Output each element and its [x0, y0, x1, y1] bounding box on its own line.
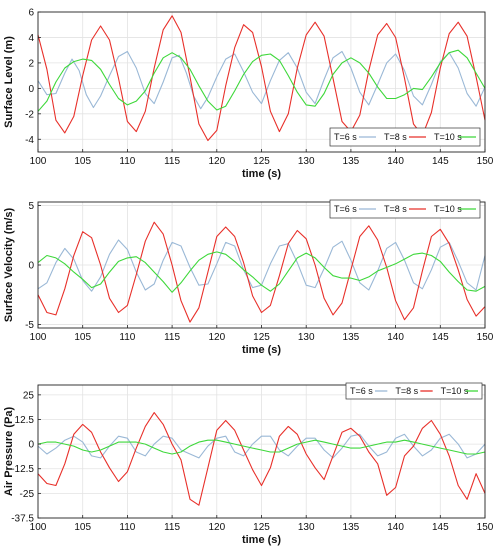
- x-tick-label: 110: [119, 156, 135, 167]
- y-tick-label: 0: [28, 84, 34, 95]
- y-tick-label: 4: [28, 33, 34, 44]
- x-tick-label: 110: [119, 332, 135, 343]
- x-tick-label: 100: [30, 332, 47, 343]
- series-line-t-6-s: [37, 50, 486, 110]
- x-tick-label: 140: [387, 522, 404, 533]
- x-tick-label: 105: [74, 522, 91, 533]
- y-tick-label: 0: [28, 440, 34, 451]
- y-tick-label: 12.5: [15, 415, 35, 426]
- x-tick-label: 120: [208, 156, 225, 167]
- x-tick-label: 125: [253, 156, 270, 167]
- legend-label-t-8-s: T=8 s: [384, 132, 407, 142]
- x-tick-label: 120: [208, 522, 225, 533]
- y-tick-label: -2: [25, 109, 34, 120]
- x-tick-label: 145: [432, 522, 449, 533]
- y-tick-label: -4: [25, 135, 34, 146]
- y-tick-label: -5: [25, 320, 34, 331]
- x-tick-label: 125: [253, 522, 270, 533]
- x-tick-label: 105: [74, 156, 91, 167]
- y-tick-label: 2: [28, 58, 34, 69]
- y-tick-label: 25: [23, 390, 35, 401]
- x-tick-label: 100: [30, 156, 47, 167]
- legend-label-t-6-s: T=6 s: [350, 386, 373, 396]
- legend: T=6 s T=8 s T=10 s: [345, 382, 483, 400]
- y-axis-label: Air Pressure (Pa): [3, 407, 15, 497]
- x-tick-label: 150: [477, 156, 494, 167]
- x-axis-label: time (s): [242, 168, 281, 180]
- x-tick-label: 125: [253, 332, 270, 343]
- legend-label-t-10-s: T=10 s: [434, 132, 462, 142]
- legend-label-t-8-s: T=8 s: [395, 386, 418, 396]
- series-line-t-6-s: [37, 433, 486, 459]
- x-axis-label: time (s): [242, 344, 281, 356]
- x-tick-label: 150: [477, 522, 494, 533]
- legend-box: [329, 199, 481, 219]
- x-tick-label: 110: [119, 522, 135, 533]
- x-tick-label: 135: [343, 156, 360, 167]
- series-line-t-10-s: [37, 251, 486, 293]
- series-line-t-10-s: [37, 49, 486, 112]
- y-tick-label: -25: [20, 489, 35, 500]
- x-tick-label: 140: [387, 156, 404, 167]
- legend-label-t-10-s: T=10 s: [434, 204, 462, 214]
- x-tick-label: 130: [298, 522, 315, 533]
- x-tick-label: 115: [164, 156, 180, 167]
- y-tick-label: 0: [28, 261, 34, 272]
- chart-panel-3: 100 105 110 115 120 125 130 135 140 145 150 25 12.5 0…: [3, 382, 494, 546]
- series-line-t-8-s: [37, 15, 486, 142]
- x-tick-label: 135: [343, 522, 360, 533]
- chart-panel-1: 100 105 110 115 120 125 130 135 140 145 150 6 4 2 0 -2 -…: [3, 8, 494, 181]
- legend-box: [345, 382, 483, 400]
- legend-label-t-6-s: T=6 s: [334, 204, 357, 214]
- x-tick-label: 115: [164, 332, 180, 343]
- x-axis-label: time (s): [242, 534, 281, 546]
- series-line-t-8-s: [37, 221, 486, 323]
- x-tick-label: 145: [432, 156, 449, 167]
- x-tick-label: 120: [208, 332, 225, 343]
- series-line-t-10-s: [37, 439, 486, 455]
- x-tick-label: 135: [343, 332, 360, 343]
- y-tick-label: 5: [28, 201, 34, 212]
- y-tick-label: -12.5: [11, 464, 34, 475]
- x-tick-label: 150: [477, 332, 494, 343]
- legend-label-t-10-s: T=10 s: [441, 386, 469, 396]
- y-axis-label: Surface Level (m): [3, 36, 15, 128]
- x-tick-label: 145: [432, 332, 449, 343]
- y-tick-label: 6: [28, 8, 34, 19]
- chart-panel-2: 100 105 110 115 120 125 130 135 140 145 150 5 0 -5 tim…: [3, 199, 494, 356]
- legend-label-t-8-s: T=8 s: [384, 204, 407, 214]
- x-tick-label: 140: [387, 332, 404, 343]
- x-tick-label: 115: [164, 522, 180, 533]
- y-tick-label: -37.5: [11, 514, 34, 525]
- legend: T=6 s T=8 s T=10 s: [329, 199, 481, 219]
- legend-box: [329, 127, 481, 147]
- x-tick-label: 105: [74, 332, 91, 343]
- series-line-t-8-s: [37, 412, 486, 506]
- y-axis-label: Surface Velocity (m/s): [3, 208, 15, 323]
- legend-label-t-6-s: T=6 s: [334, 132, 357, 142]
- x-tick-label: 130: [298, 332, 315, 343]
- x-tick-label: 130: [298, 156, 315, 167]
- x-tick-label: 100: [30, 522, 47, 533]
- legend: T=6 s T=8 s T=10 s: [329, 127, 481, 147]
